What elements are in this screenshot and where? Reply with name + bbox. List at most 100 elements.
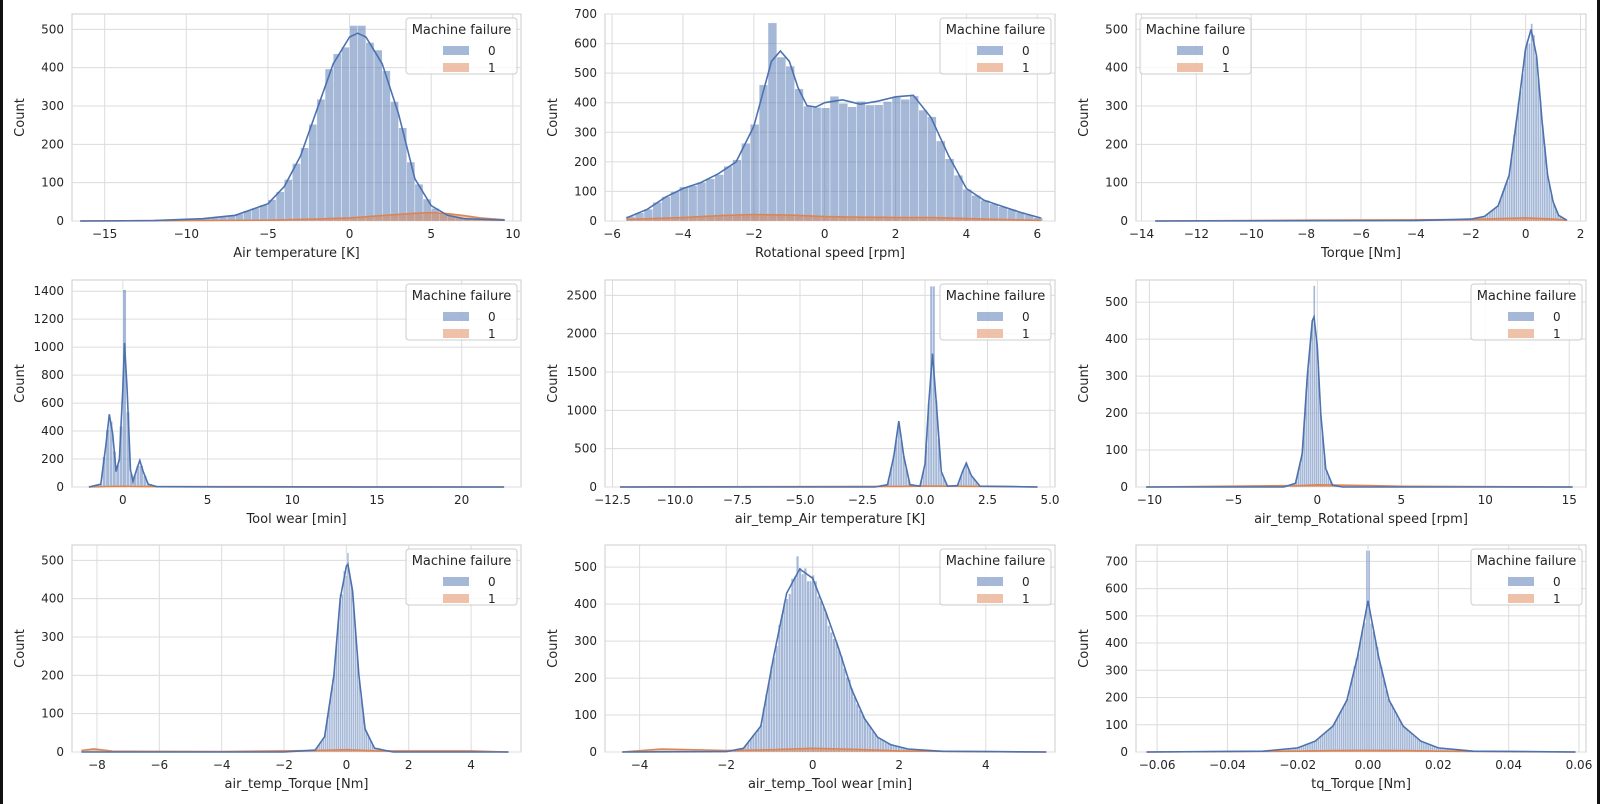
hist-bar-class-0 xyxy=(732,159,742,222)
hist-bar-class-0 xyxy=(834,641,838,753)
hist-bar-class-0 xyxy=(670,191,680,222)
x-tick-label: −5 xyxy=(259,227,277,241)
y-tick-label: 200 xyxy=(1105,691,1128,705)
x-tick-label: 5 xyxy=(427,227,435,241)
y-axis-label: Count xyxy=(1077,98,1092,137)
hist-bar-class-1 xyxy=(798,748,802,752)
hist-bar-class-1 xyxy=(794,215,804,221)
kde-line-class-1 xyxy=(80,211,505,222)
x-tick-label: 0.06 xyxy=(1566,758,1593,772)
legend: Machine failure 0 1 xyxy=(405,548,518,606)
hist-bar-class-1 xyxy=(626,219,636,221)
hist-bar-class-0 xyxy=(343,570,346,753)
hist-bar-class-1 xyxy=(1550,219,1553,221)
hist-bar-class-1 xyxy=(746,750,750,752)
legend-label-class-1: 1 xyxy=(1553,592,1561,606)
y-tick-label: 600 xyxy=(1105,582,1128,596)
hist-bar-class-0 xyxy=(900,99,910,222)
y-tick-label: 0 xyxy=(1120,745,1128,759)
hist-bar-class-1 xyxy=(406,213,415,221)
hist-bar-class-1 xyxy=(324,750,327,752)
hist-bar-class-0 xyxy=(847,106,857,222)
hist-bar-class-0 xyxy=(971,195,981,222)
hist-bar-class-1 xyxy=(1497,218,1500,221)
legend-label-class-1: 1 xyxy=(1553,327,1561,341)
hist-bar-class-0 xyxy=(714,174,724,222)
legend-label-class-0: 0 xyxy=(488,44,496,58)
hist-bar-class-1 xyxy=(705,216,715,221)
legend: Machine failure 0 1 xyxy=(405,17,518,75)
legend-swatch-class-1 xyxy=(443,329,469,338)
hist-bar-class-1 xyxy=(431,212,440,221)
hist-bar-class-1 xyxy=(881,750,885,752)
x-tick-label: −8 xyxy=(88,758,106,772)
x-tick-label: 5.0 xyxy=(1040,493,1059,507)
y-tick-label: 0 xyxy=(589,214,597,228)
hist-bar-class-1 xyxy=(741,214,751,221)
hist-bar-class-0 xyxy=(874,104,884,222)
hist-bar-class-1 xyxy=(788,749,792,752)
hist-bar-class-1 xyxy=(845,749,849,752)
y-tick-label: 200 xyxy=(1105,137,1128,151)
hist-bar-class-1 xyxy=(398,214,407,221)
hist-bar-class-1 xyxy=(824,748,828,752)
legend-swatch-class-0 xyxy=(443,577,469,586)
hist-bar-class-1 xyxy=(645,750,649,752)
x-tick-label: 15 xyxy=(1562,493,1577,507)
hist-bar-class-0 xyxy=(1414,736,1417,753)
hist-bar-class-1 xyxy=(650,749,654,752)
hist-bar-class-0 xyxy=(1515,120,1518,222)
y-tick-label: 200 xyxy=(41,137,64,151)
hist-bar-class-1 xyxy=(1537,218,1540,221)
x-tick-label: −5 xyxy=(1225,493,1243,507)
hist-bar-class-1 xyxy=(86,749,89,752)
hist-bar-class-1 xyxy=(347,749,349,752)
hist-bar-class-0 xyxy=(344,575,348,753)
y-tick-label: 100 xyxy=(1105,443,1128,457)
legend-swatch-class-1 xyxy=(1508,329,1534,338)
hist-bar-class-1 xyxy=(332,750,334,752)
hist-bar-class-1 xyxy=(354,750,357,752)
x-tick-label: −6 xyxy=(1352,227,1370,241)
hist-bar-class-0 xyxy=(1321,735,1324,753)
legend-swatch-class-1 xyxy=(1177,63,1203,72)
x-tick-label: 4 xyxy=(467,758,475,772)
x-tick-label: 20 xyxy=(454,493,469,507)
legend-label-class-1: 1 xyxy=(488,61,496,75)
hist-bar-class-1 xyxy=(348,749,351,752)
hist-bar-class-0 xyxy=(308,124,318,222)
hist-bar-class-1 xyxy=(1484,219,1487,221)
hist-bar-class-0 xyxy=(382,70,391,222)
x-tick-label: −15 xyxy=(92,227,117,241)
hist-bar-class-1 xyxy=(1309,485,1312,487)
legend: Machine failure 0 1 xyxy=(939,283,1052,341)
hist-bar-class-1 xyxy=(100,749,102,752)
hist-bar-class-1 xyxy=(752,750,755,752)
hist-bar-class-1 xyxy=(1482,219,1485,221)
hist-bar-class-1 xyxy=(1526,218,1529,221)
x-axis-label: Air temperature [K] xyxy=(233,246,360,261)
hist-bar-class-0 xyxy=(776,56,786,222)
hist-bar-class-1 xyxy=(653,749,657,752)
y-tick-label: 1000 xyxy=(566,403,597,417)
x-tick-label: 5 xyxy=(204,493,212,507)
hist-bar-class-0 xyxy=(324,68,334,222)
hist-bar-class-1 xyxy=(343,749,346,752)
hist-bar-class-1 xyxy=(853,749,856,752)
legend-label-class-0: 0 xyxy=(1553,575,1561,589)
x-axis-label: Rotational speed [rpm] xyxy=(755,246,905,261)
y-axis-label: Count xyxy=(546,98,561,137)
hist-bar-class-0 xyxy=(927,116,937,222)
hist-bar-class-0 xyxy=(759,724,763,753)
hist-bar-class-1 xyxy=(1477,219,1481,221)
hist-bar-class-1 xyxy=(803,215,813,221)
hist-bar-class-1 xyxy=(1552,219,1555,221)
hist-bar-class-1 xyxy=(98,749,101,752)
hist-bar-class-1 xyxy=(927,217,937,221)
y-tick-label: 400 xyxy=(41,592,64,606)
hist-bar-class-1 xyxy=(945,218,955,221)
x-tick-label: 5 xyxy=(1397,493,1405,507)
x-tick-label: 0 xyxy=(1522,227,1530,241)
hist-bar-class-1 xyxy=(337,749,340,752)
